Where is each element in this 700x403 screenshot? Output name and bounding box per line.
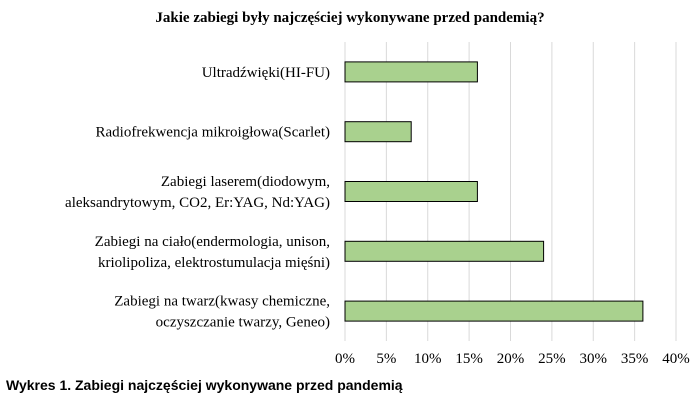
x-tick-label: 30%: [580, 351, 608, 367]
bar: [344, 181, 478, 202]
figure-caption: Wykres 1. Zabiegi najczęściej wykonywane…: [6, 377, 403, 393]
x-tick-label: 10%: [414, 351, 442, 367]
x-tick-label: 40%: [662, 351, 690, 367]
category-label: oczyszczanie twarzy, Geneo): [156, 315, 330, 331]
bar: [344, 240, 545, 262]
x-tick-label: 15%: [455, 351, 483, 367]
bar: [344, 61, 478, 83]
category-label: kriolipoliza, elektrostumulacja mięśni): [98, 255, 330, 271]
chart-title: Jakie zabiegi były najczęściej wykonywan…: [155, 10, 545, 26]
x-tick-label: 5%: [376, 351, 396, 367]
x-axis-ticks: 0% 5% 10% 15% 20% 25% 30% 35% 40%: [335, 351, 690, 367]
category-label: Radiofrekwencja mikroigłowa(Scarlet): [96, 125, 331, 141]
bar: [344, 121, 412, 143]
x-tick-label: 0%: [335, 351, 355, 367]
x-tick-label: 20%: [497, 351, 525, 367]
category-label: Zabiegi laserem(diodowym,: [161, 174, 330, 190]
x-tick-label: 25%: [538, 351, 566, 367]
category-label: aleksandrytowym, CO2, Er:YAG, Nd:YAG): [65, 195, 330, 211]
bars: [344, 61, 644, 322]
category-label: Ultradźwięki(HI-FU): [202, 65, 330, 81]
category-label: Zabiegi na ciało(endermologia, unison,: [95, 234, 330, 250]
bar: [344, 300, 644, 322]
category-labels: Ultradźwięki(HI-FU) Radiofrekwencja mikro…: [65, 65, 330, 331]
x-tick-label: 35%: [621, 351, 649, 367]
category-label: Zabiegi na twarz(kwasy chemiczne,: [114, 294, 330, 310]
